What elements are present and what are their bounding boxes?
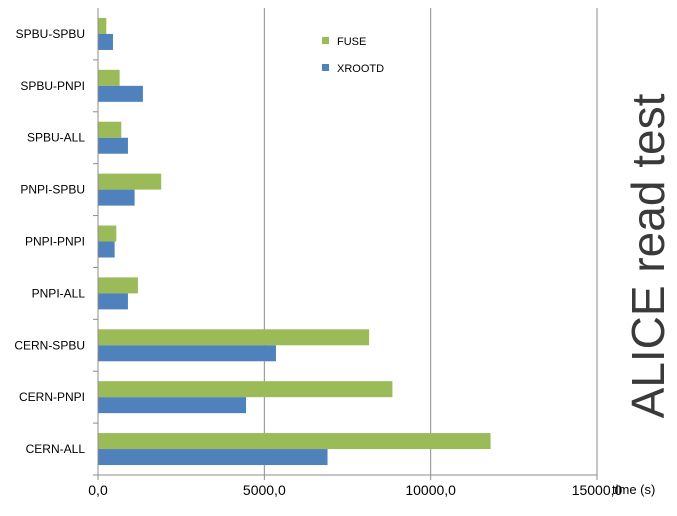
x-tick-label: 10000,0 (405, 482, 456, 498)
bar-fuse (98, 69, 120, 86)
axis-layer: 0,0 5000,0 10000,0 15000,0 SPBU-SPBU SPBU-PNP… (14, 8, 623, 498)
bar-xrootd (98, 449, 328, 466)
bar-fuse (98, 433, 491, 450)
bar-xrootd (98, 189, 135, 206)
bar-fuse (98, 329, 370, 346)
legend-label: XROOTD (337, 63, 384, 75)
bar-xrootd (98, 33, 113, 50)
legend-label: FUSE (337, 36, 366, 48)
x-tick-label: 15000,0 (572, 482, 623, 498)
grid-layer (263, 8, 598, 475)
x-tick-label: 0,0 (88, 482, 108, 498)
x-tick-label: 5000,0 (243, 482, 286, 498)
y-tick-label: CERN-PNPI (19, 390, 85, 404)
y-tick-label: CERN-ALL (26, 442, 86, 456)
y-tick-label: SPBU-ALL (27, 131, 85, 145)
y-tick-label: CERN-SPBU (14, 338, 85, 352)
y-tick-label: PNPI-SPBU (20, 183, 85, 197)
legend: FUSE XROOTD (322, 36, 384, 75)
bar-xrootd (98, 345, 276, 362)
legend-swatch (322, 64, 329, 71)
y-tick-label: SPBU-PNPI (20, 79, 85, 93)
bar-fuse (98, 17, 107, 34)
bar-xrootd (98, 397, 247, 414)
bar-fuse (98, 121, 122, 138)
bar-fuse (98, 277, 138, 294)
y-tick-label: SPBU-SPBU (16, 27, 85, 41)
bar-fuse (98, 225, 117, 242)
legend-swatch (322, 37, 329, 44)
y-tick-label: PNPI-ALL (32, 286, 86, 300)
chart-title: ALICE read test (622, 93, 674, 418)
y-tick-label: PNPI-PNPI (25, 235, 85, 249)
bar-fuse (98, 173, 162, 190)
bar-xrootd (98, 241, 115, 258)
bar-xrootd (98, 293, 128, 310)
bar-xrootd (98, 137, 128, 154)
bar-fuse (98, 381, 393, 398)
bar-xrootd (98, 85, 143, 102)
x-axis-title: time (s) (612, 482, 655, 497)
bar-layer (98, 17, 491, 466)
